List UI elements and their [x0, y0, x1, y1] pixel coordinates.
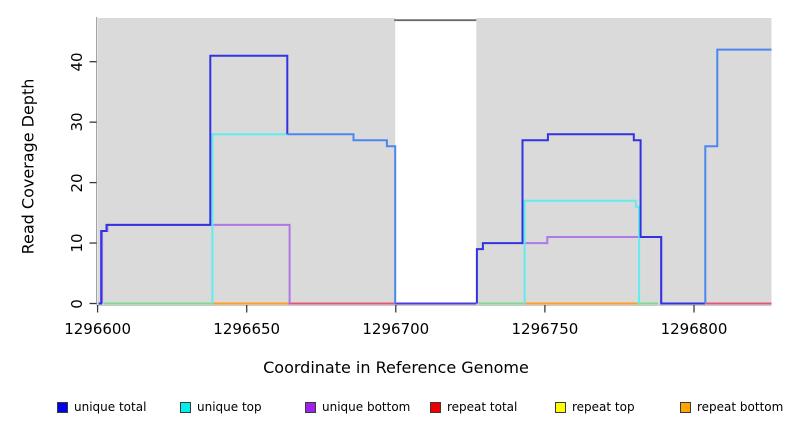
y-tick-label: 0: [68, 298, 86, 309]
y-tick-label: 20: [68, 173, 86, 193]
legend-swatch-icon: [305, 402, 316, 413]
x-axis-title: Coordinate in Reference Genome: [263, 358, 529, 377]
covered-region-background: [97, 18, 396, 305]
legend-swatch-icon: [430, 402, 441, 413]
unique-top-left: [211, 133, 288, 304]
legend-swatch-icon: [57, 402, 68, 413]
legend-label: unique top: [197, 400, 262, 414]
unique-top-right: [523, 199, 641, 304]
x-tick-label: 1296600: [64, 320, 131, 338]
legend-swatch-icon: [180, 402, 191, 413]
x-tick-label: 1296650: [213, 320, 281, 338]
legend-label: repeat bottom: [697, 400, 784, 414]
legend-swatch-icon: [555, 402, 566, 413]
unique-total-right: [475, 133, 706, 305]
unique-total-left: [98, 54, 289, 305]
y-tick-label: 10: [68, 233, 86, 253]
legend-label: repeat total: [447, 400, 518, 414]
legend-label: unique total: [74, 400, 147, 414]
unique-total-right-overlap: [704, 48, 772, 304]
x-tick-label: 1296700: [362, 320, 430, 338]
legend-label: unique bottom: [322, 400, 411, 414]
y-tick-label: 40: [68, 52, 86, 72]
y-tick-label: 30: [68, 112, 86, 132]
legend: unique total unique top unique bottom repea…: [0, 399, 792, 419]
x-tick-label: 1296750: [511, 320, 579, 338]
covered-region-background: [476, 18, 772, 305]
unique-total-left-overlap: [287, 133, 397, 304]
legend-swatch-icon: [680, 402, 691, 413]
y-axis-title: Read Coverage Depth: [18, 78, 38, 255]
legend-label: repeat top: [572, 400, 635, 414]
x-tick-label: 1296800: [660, 320, 728, 338]
